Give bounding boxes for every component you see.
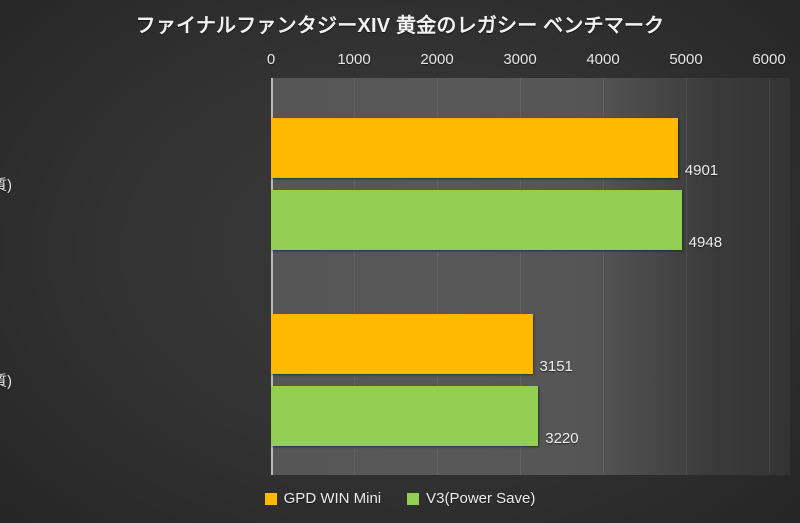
bar [271,314,533,374]
legend-item[interactable]: V3(Power Save) [407,490,535,507]
bar [271,118,678,178]
x-tick-label: 4000 [586,51,620,68]
chart-legend: GPD WIN Mini V3(Power Save) [0,490,800,507]
legend-label: V3(Power Save) [426,490,536,507]
x-tick-label: 0 [266,51,276,68]
x-tick-label: 3000 [503,51,537,68]
x-tick-label: 5000 [669,51,703,68]
gridline [686,78,687,475]
bar-value-label: 3220 [545,430,579,447]
gridline [603,78,604,475]
bar-value-label: 3151 [539,358,573,375]
chart-title: ファイナルファンタジーXIV 黄金のレガシー ベンチマーク [135,15,665,37]
gridline [437,78,438,475]
gridline [354,78,355,475]
x-tick-label: 1000 [337,51,371,68]
gridline [520,78,521,475]
legend-color-swatch [264,492,277,505]
gridline [769,78,770,475]
legend-label: GPD WIN Mini [283,490,382,507]
x-tick-label: 6000 [752,51,786,68]
x-tick-label: 2000 [420,51,454,68]
value-axis-line [271,78,273,475]
bar-value-label: 4901 [684,162,719,179]
legend-color-swatch [407,492,420,505]
bar [271,190,682,250]
category-label: 1,920×1,080(最高品質) [0,374,12,390]
category-label: 1,920×1,080(ノートPC標準品質) [0,178,12,194]
bar-value-label: 4948 [688,234,723,251]
bar [271,386,539,446]
legend-item[interactable]: GPD WIN Mini [264,490,382,507]
